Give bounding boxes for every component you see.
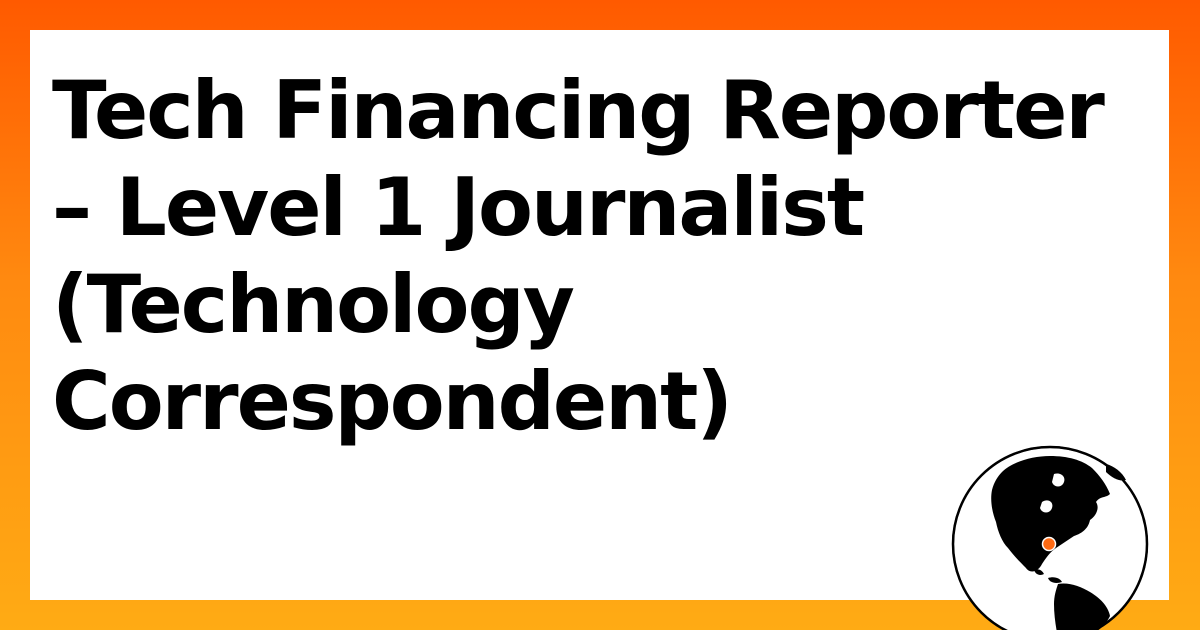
content-card: Tech Financing Reporter – Level 1 Journa… <box>30 30 1169 600</box>
globe-icon <box>951 445 1149 630</box>
location-marker-icon <box>1041 536 1057 552</box>
job-title: Tech Financing Reporter – Level 1 Journa… <box>52 64 1105 448</box>
